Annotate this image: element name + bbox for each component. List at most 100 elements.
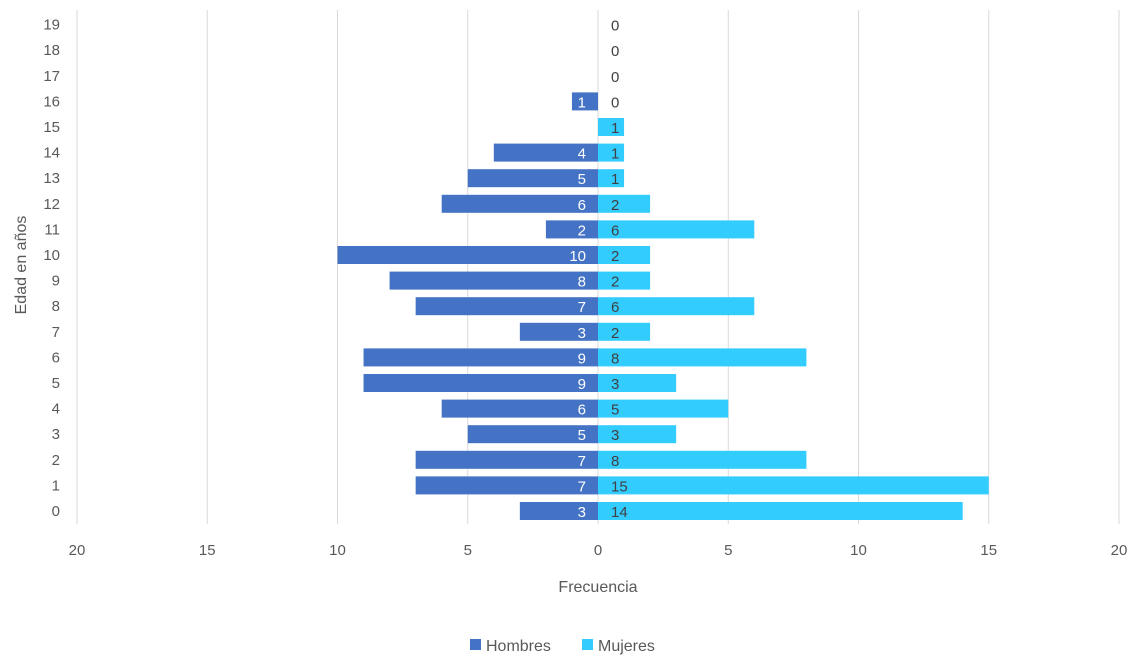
data-label-hombres: 3: [578, 504, 586, 521]
y-tick-label: 11: [44, 221, 60, 238]
y-tick-label: 5: [52, 375, 60, 392]
y-tick-label: 7: [52, 324, 60, 341]
bar-hombres: [389, 271, 598, 290]
bar-mujeres: [598, 399, 729, 418]
bar-mujeres: [598, 118, 625, 136]
bar-mujeres: [598, 246, 651, 264]
data-label-mujeres: 0: [611, 94, 619, 111]
data-label-hombres: 5: [578, 171, 586, 188]
data-label-hombres: 7: [578, 299, 586, 316]
data-label-hombres: 3: [578, 325, 586, 342]
y-tick-label: 9: [52, 273, 60, 290]
bar-hombres: [467, 425, 598, 444]
data-label-hombres: 5: [578, 427, 586, 444]
y-tick-label: 12: [43, 196, 60, 213]
data-label-mujeres: 1: [611, 146, 619, 163]
x-tick-label: 15: [199, 542, 216, 559]
bar-mujeres: [598, 502, 963, 520]
x-tick-label: 15: [980, 542, 997, 559]
y-tick-label: 0: [52, 503, 60, 520]
data-label-mujeres: 2: [611, 197, 619, 214]
data-label-hombres: 7: [578, 478, 586, 495]
legend-swatch-hombres: [470, 639, 481, 650]
bar-hombres: [467, 169, 598, 188]
data-label-hombres: 9: [578, 376, 586, 393]
y-tick-label: 15: [43, 119, 60, 136]
x-tick-label: 5: [464, 542, 472, 559]
bar-hombres: [337, 246, 598, 264]
bar-mujeres: [598, 425, 677, 444]
bar-mujeres: [598, 297, 755, 316]
y-tick-label: 13: [43, 170, 60, 187]
bar-mujeres: [598, 220, 755, 239]
data-label-mujeres: 0: [611, 43, 619, 60]
data-label-hombres: 8: [578, 274, 586, 291]
y-axis-title: Edad en años: [13, 216, 30, 315]
bar-mujeres: [598, 143, 625, 162]
bar-hombres: [415, 297, 598, 316]
y-tick-label: 16: [43, 93, 60, 110]
y-tick-label: 4: [52, 401, 60, 418]
y-tick-label: 10: [43, 247, 60, 264]
data-label-hombres: 4: [578, 146, 586, 163]
bar-hombres: [519, 502, 598, 520]
bar-mujeres: [598, 374, 677, 392]
y-tick-label: 19: [43, 17, 60, 34]
x-tick-label: 5: [724, 542, 732, 559]
data-label-mujeres: 15: [611, 478, 628, 495]
bar-hombres: [363, 348, 598, 367]
x-tick-label: 10: [329, 542, 346, 559]
data-label-mujeres: 0: [611, 69, 619, 86]
bar-hombres: [545, 220, 598, 239]
y-tick-label: 17: [43, 68, 60, 85]
data-label-mujeres: 1: [611, 171, 619, 188]
data-label-mujeres: 8: [611, 350, 619, 367]
y-tick-label: 18: [43, 42, 60, 59]
data-label-mujeres: 1: [611, 120, 619, 137]
x-tick-label: 10: [850, 542, 867, 559]
x-tick-labels: 20 15 10 5 0 5 10 15 20: [69, 542, 1128, 559]
data-label-hombres: 7: [578, 453, 586, 470]
bar-mujeres: [598, 450, 807, 469]
x-tick-label: 20: [1111, 542, 1128, 559]
legend-swatch-mujeres: [582, 639, 593, 650]
bar-mujeres: [598, 169, 625, 188]
y-tick-label: 1: [52, 477, 60, 494]
data-label-mujeres: 8: [611, 453, 619, 470]
data-label-mujeres: 3: [611, 427, 619, 444]
bar-mujeres: [598, 476, 989, 495]
data-label-mujeres: 6: [611, 299, 619, 316]
data-label-hombres: 6: [578, 197, 586, 214]
x-tick-label: 20: [69, 542, 86, 559]
data-label-mujeres: 2: [611, 274, 619, 291]
bar-hombres: [571, 92, 598, 111]
bar-hombres: [415, 476, 598, 495]
y-tick-label: 8: [52, 298, 60, 315]
grid-lines: [76, 10, 1120, 524]
data-label-mujeres: 6: [611, 222, 619, 239]
data-label-hombres: 9: [578, 350, 586, 367]
x-axis-title: Frecuencia: [558, 579, 637, 596]
y-tick-label: 3: [52, 426, 60, 443]
data-label-mujeres: 2: [611, 248, 619, 265]
bar-mujeres: [598, 194, 651, 213]
data-label-mujeres: 2: [611, 325, 619, 342]
data-label-mujeres: 14: [611, 504, 628, 521]
data-label-hombres: 2: [578, 222, 586, 239]
data-label-mujeres: 0: [611, 18, 619, 35]
data-label-hombres: 6: [578, 402, 586, 419]
bar-hombres: [519, 322, 598, 341]
bar-mujeres: [598, 322, 651, 341]
data-label-hombres: 1: [578, 94, 586, 111]
bar-hombres: [363, 374, 598, 392]
y-tick-label: 2: [52, 452, 60, 469]
bar-hombres: [415, 450, 598, 469]
x-tick-label: 0: [594, 542, 602, 559]
y-tick-label: 14: [43, 145, 60, 162]
legend-label-mujeres: Mujeres: [598, 638, 655, 655]
data-label-mujeres: 3: [611, 376, 619, 393]
bars: [337, 92, 989, 520]
